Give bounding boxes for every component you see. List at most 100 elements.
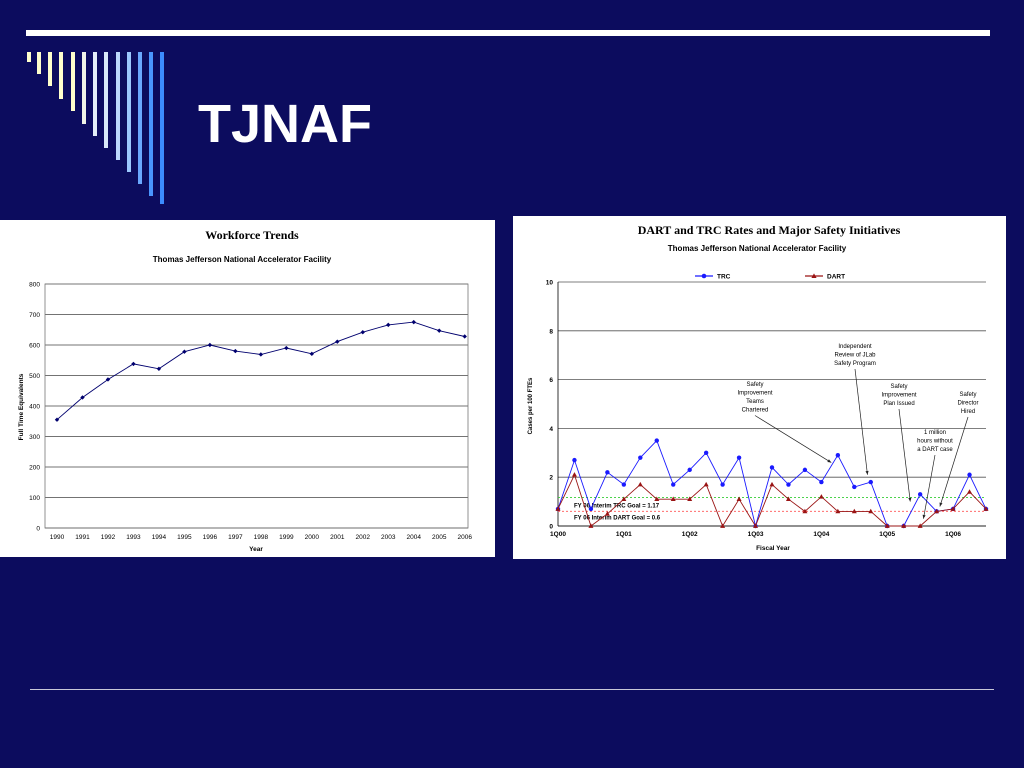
decorative-stripes xyxy=(27,52,164,204)
data-point xyxy=(967,489,973,494)
data-point xyxy=(818,494,824,499)
data-point xyxy=(835,453,841,458)
data-point xyxy=(785,496,791,502)
stripe xyxy=(37,52,41,74)
data-point xyxy=(736,455,742,460)
y-tick-label: 700 xyxy=(29,312,40,319)
annotation-text: Director xyxy=(957,401,978,407)
data-point xyxy=(868,508,874,514)
y-axis-label: Full Time Equivalents xyxy=(18,373,25,440)
data-point xyxy=(917,492,923,497)
annotation-text: Safety xyxy=(890,384,907,390)
y-tick-label: 6 xyxy=(549,377,553,384)
x-tick-label: 1Q03 xyxy=(748,531,764,538)
data-point xyxy=(736,496,742,502)
stripe xyxy=(104,52,108,148)
data-point xyxy=(769,465,775,470)
y-tick-label: 10 xyxy=(546,280,554,287)
data-point xyxy=(950,506,956,511)
x-tick-label: 2006 xyxy=(457,534,472,541)
x-tick-label: 1990 xyxy=(50,534,65,541)
stripe xyxy=(160,52,164,204)
data-point xyxy=(802,467,808,473)
data-point xyxy=(786,482,791,487)
safety-chart-panel: DART and TRC Rates and Major Safety Init… xyxy=(513,216,1006,559)
x-tick-label: 1Q02 xyxy=(682,531,698,538)
x-tick-label: 1Q04 xyxy=(813,531,829,538)
annotation-text: Safety Program xyxy=(834,361,876,367)
legend-label: TRC xyxy=(717,274,731,281)
data-point xyxy=(983,506,989,511)
data-point xyxy=(654,438,659,443)
data-point xyxy=(670,496,676,502)
data-point xyxy=(335,339,340,344)
data-point xyxy=(687,496,693,502)
x-tick-label: 1998 xyxy=(254,534,269,541)
stripe xyxy=(127,52,131,172)
data-point xyxy=(156,366,162,371)
chart-title: DART and TRC Rates and Major Safety Init… xyxy=(638,223,901,237)
workforce-chart-panel: Workforce Trends Thomas Jefferson Nation… xyxy=(0,220,495,557)
x-tick-label: 1Q01 xyxy=(616,531,632,538)
slide-title: TJNAF xyxy=(198,94,372,154)
annotation-arrowhead xyxy=(939,502,943,507)
data-point xyxy=(571,472,577,477)
stripe xyxy=(82,52,86,124)
data-point xyxy=(411,319,416,325)
y-tick-label: 8 xyxy=(549,328,553,335)
data-point xyxy=(284,345,289,351)
x-tick-label: 1995 xyxy=(177,534,192,541)
legend-label: DART xyxy=(827,274,845,281)
data-point xyxy=(967,472,972,477)
annotation-arrowhead xyxy=(922,514,926,519)
goal-label: FY 06 Interim DART Goal = 0.6 xyxy=(574,515,661,521)
x-tick-label: 2001 xyxy=(330,534,345,541)
data-point xyxy=(884,523,890,528)
data-point xyxy=(604,511,610,516)
annotation-arrow xyxy=(854,368,868,475)
stripe xyxy=(27,52,31,62)
x-axis-label: Year xyxy=(249,546,263,553)
annotation-arrow xyxy=(923,454,936,519)
x-tick-label: 2005 xyxy=(432,534,447,541)
stripe xyxy=(138,52,142,184)
x-tick-label: 1991 xyxy=(75,534,90,541)
data-point xyxy=(258,352,264,357)
data-point xyxy=(462,334,467,339)
annotation-arrow xyxy=(754,415,832,463)
workforce-trends-chart: Workforce Trends Thomas Jefferson Nation… xyxy=(18,228,472,553)
x-tick-label: 2000 xyxy=(305,534,320,541)
y-tick-label: 600 xyxy=(29,343,40,350)
annotation-text: Independent xyxy=(838,344,872,350)
data-point xyxy=(572,457,577,463)
title-rule xyxy=(26,30,990,36)
annotation-arrow xyxy=(939,416,969,507)
x-tick-label: 1Q00 xyxy=(550,531,566,538)
data-point xyxy=(637,481,643,487)
data-point xyxy=(703,450,709,455)
stripe xyxy=(48,52,52,86)
plot-frame xyxy=(44,283,469,529)
legend-marker xyxy=(701,273,707,279)
data-point xyxy=(386,322,391,328)
data-point xyxy=(802,508,808,514)
annotation-arrowhead xyxy=(865,470,869,475)
x-tick-label: 1Q05 xyxy=(879,531,895,538)
data-point xyxy=(621,496,627,502)
x-tick-label: 1994 xyxy=(152,534,167,541)
x-tick-label: 1999 xyxy=(279,534,294,541)
data-point xyxy=(720,523,726,528)
data-point xyxy=(769,481,775,487)
annotation-text: Safety xyxy=(959,392,976,398)
y-tick-label: 300 xyxy=(29,434,40,441)
y-axis-label: Cases per 100 FTEs xyxy=(528,377,534,434)
x-tick-label: 1992 xyxy=(101,534,116,541)
y-tick-label: 500 xyxy=(29,373,40,380)
annotation-text: Chartered xyxy=(742,408,769,414)
data-point xyxy=(54,417,60,422)
data-point xyxy=(588,523,594,528)
annotation-text: hours without xyxy=(917,439,953,445)
stripe xyxy=(59,52,63,99)
annotation-text: 1 million xyxy=(924,430,946,436)
annotation-text: Teams xyxy=(746,399,764,405)
